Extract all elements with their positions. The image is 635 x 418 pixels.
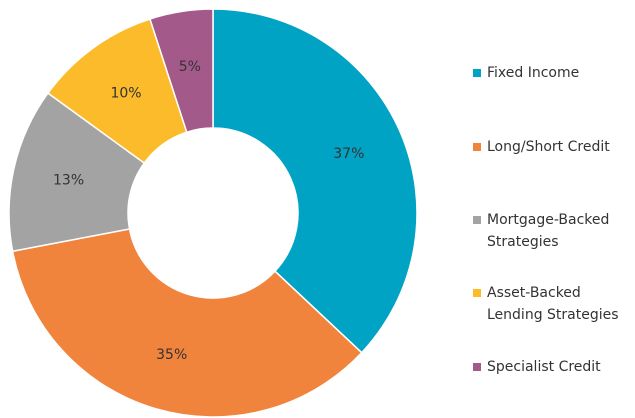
legend-label: Mortgage-Backed Strategies: [487, 212, 610, 250]
legend-label: Long/Short Credit: [487, 139, 610, 155]
value-label: 35%: [156, 347, 187, 363]
legend-swatch: [473, 216, 481, 224]
legend-label: Asset-Backed Lending Strategies: [487, 285, 619, 323]
legend-item: Mortgage-Backed Strategies: [473, 209, 623, 253]
slice: [149, 8, 214, 134]
legend-item: Long/Short Credit: [473, 136, 623, 158]
value-label: 10%: [110, 85, 141, 101]
legend-swatch: [473, 143, 481, 151]
value-label: 5%: [179, 59, 201, 75]
legend-swatch: [473, 289, 481, 297]
legend-label: Fixed Income: [487, 65, 580, 81]
slice: [11, 228, 363, 418]
slice: [212, 8, 418, 354]
legend-item: Asset-Backed Lending Strategies: [473, 282, 623, 326]
value-label: 37%: [333, 146, 364, 162]
value-label: 13%: [53, 173, 84, 189]
legend-item: Specialist Credit: [473, 356, 623, 378]
legend-label: Specialist Credit: [487, 359, 601, 375]
legend-swatch: [473, 363, 481, 371]
legend-swatch: [473, 69, 481, 77]
legend-item: Fixed Income: [473, 62, 623, 84]
